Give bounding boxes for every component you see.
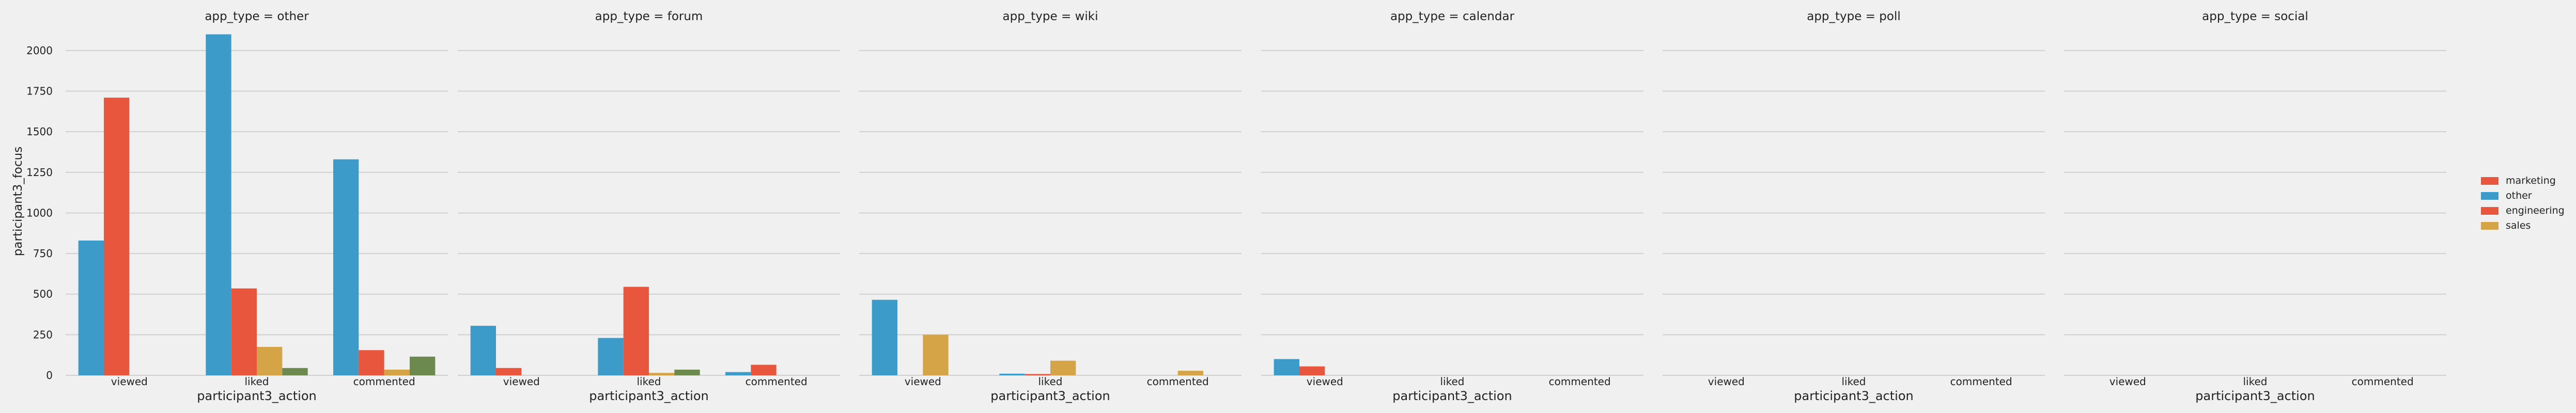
x-tick-label: commented xyxy=(353,375,415,388)
x-tick-label: viewed xyxy=(111,375,148,388)
bar xyxy=(470,326,496,375)
legend-label: engineering xyxy=(2506,205,2565,216)
x-tick-label: commented xyxy=(1950,375,2012,388)
y-tick-label: 750 xyxy=(33,247,53,260)
legend-swatch xyxy=(2481,177,2499,185)
bar xyxy=(725,372,751,375)
legend-swatch xyxy=(2481,207,2499,215)
x-axis-label: participant3_action xyxy=(589,389,708,403)
y-tick-label: 1250 xyxy=(26,166,53,179)
x-axis-label: participant3_action xyxy=(990,389,1110,403)
bar xyxy=(104,98,130,376)
facet-panel: app_type = calendar viewed liked commented p… xyxy=(1261,10,1643,403)
legend-swatch xyxy=(2481,222,2499,230)
x-tick-label: liked xyxy=(1038,375,1063,388)
bar xyxy=(496,368,522,375)
bar xyxy=(257,346,283,375)
x-tick-label: commented xyxy=(2352,375,2414,388)
bar xyxy=(1177,371,1203,375)
x-axis-label: participant3_action xyxy=(2195,389,2315,403)
bar xyxy=(598,338,624,375)
y-tick-label: 2000 xyxy=(26,44,53,57)
x-tick-label: viewed xyxy=(905,375,941,388)
y-tick-label: 0 xyxy=(46,369,53,382)
x-tick-label: viewed xyxy=(2109,375,2146,388)
legend-swatch xyxy=(2481,192,2499,200)
facet-panel: app_type = social viewed liked commented par… xyxy=(2064,10,2446,403)
y-tick-label: 500 xyxy=(33,288,53,300)
legend-label: other xyxy=(2506,190,2532,201)
bar xyxy=(333,159,359,375)
x-tick-label: liked xyxy=(1842,375,1866,388)
bar xyxy=(649,373,675,375)
legend-label: sales xyxy=(2506,220,2531,231)
bar xyxy=(231,288,257,375)
facet-title: app_type = other xyxy=(205,10,309,23)
bar xyxy=(359,350,384,375)
y-tick-label: 1750 xyxy=(26,85,53,98)
bar xyxy=(1025,374,1050,375)
x-axis-label: participant3_action xyxy=(197,389,316,403)
x-tick-label: viewed xyxy=(1307,375,1343,388)
bar xyxy=(282,368,308,375)
facet-title: app_type = wiki xyxy=(1003,10,1098,23)
facet-title: app_type = poll xyxy=(1807,10,1901,23)
bar xyxy=(999,373,1025,375)
x-tick-label: liked xyxy=(245,375,269,388)
facet-panel: app_type = poll viewed liked commented parti… xyxy=(1663,10,2045,403)
bar xyxy=(872,299,897,375)
bar xyxy=(384,369,410,375)
bar xyxy=(1299,366,1325,375)
bar xyxy=(751,364,777,375)
bar xyxy=(78,240,104,375)
bar xyxy=(674,369,700,375)
x-tick-label: liked xyxy=(1440,375,1465,388)
x-tick-label: liked xyxy=(637,375,661,388)
bar xyxy=(410,356,436,375)
y-tick-label: 1000 xyxy=(26,206,53,219)
y-tick-label: 250 xyxy=(33,328,53,341)
x-tick-label: commented xyxy=(1147,375,1209,388)
x-tick-label: liked xyxy=(2243,375,2268,388)
bar xyxy=(923,335,949,375)
x-axis-label: participant3_action xyxy=(1794,389,1913,403)
legend-label: marketing xyxy=(2506,175,2556,186)
x-tick-label: viewed xyxy=(503,375,540,388)
facet-title: app_type = forum xyxy=(595,10,703,23)
facet-panel: app_type = wiki viewed liked commented parti… xyxy=(859,10,1242,403)
bar xyxy=(623,287,649,375)
bar xyxy=(1050,360,1076,375)
y-tick-label: 1500 xyxy=(26,125,53,138)
facet-panel: 0 250 500 750 1000 1250 1500 1750 2000 app_type =… xyxy=(26,10,448,403)
facet-panel: app_type = forum viewed liked commented part… xyxy=(458,10,840,403)
bar xyxy=(206,34,231,376)
x-axis-label: participant3_action xyxy=(1392,389,1512,403)
facet-title: app_type = social xyxy=(2202,10,2308,23)
x-tick-label: viewed xyxy=(1708,375,1745,388)
x-tick-label: commented xyxy=(746,375,808,388)
bar xyxy=(1274,359,1299,375)
facet-title: app_type = calendar xyxy=(1390,10,1515,23)
x-tick-label: commented xyxy=(1549,375,1611,388)
y-axis-label: participant3_focus xyxy=(11,147,25,256)
